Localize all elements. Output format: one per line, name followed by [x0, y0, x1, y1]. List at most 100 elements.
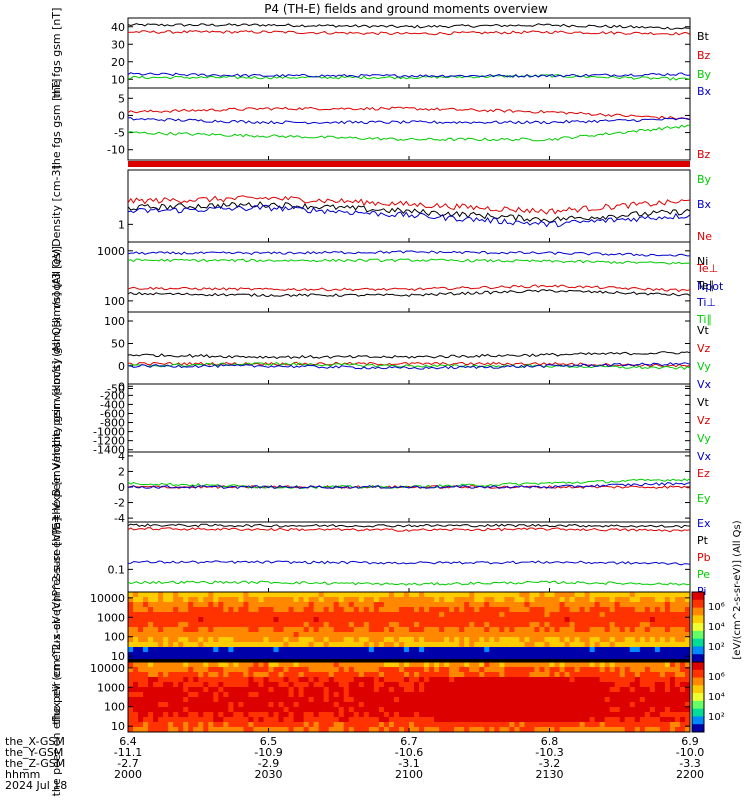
- heatmap-cell: [238, 637, 244, 643]
- heatmap-cell: [268, 677, 275, 683]
- heatmap-cell: [424, 617, 430, 623]
- heatmap-cell: [524, 667, 530, 673]
- heatmap-cell: [419, 597, 425, 603]
- heatmap-cell: [674, 692, 681, 698]
- heatmap-cell: [233, 682, 239, 688]
- heatmap-cell: [439, 622, 445, 628]
- heatmap-cell: [609, 592, 616, 598]
- heatmap-cell: [318, 672, 325, 678]
- heatmap-cell: [188, 712, 194, 718]
- heatmap-cell: [253, 622, 259, 628]
- heatmap-cell: [373, 697, 380, 703]
- heatmap-cell: [484, 702, 490, 708]
- series-line-Pb: [127, 527, 691, 533]
- heatmap-cell: [218, 597, 224, 603]
- heatmap-cell: [268, 592, 275, 598]
- y-tick-label: -1000: [93, 426, 125, 439]
- heatmap-cell: [168, 702, 174, 708]
- heatmap-cell: [604, 722, 611, 728]
- heatmap-cell: [624, 677, 631, 683]
- heatmap-cell: [584, 602, 591, 608]
- heatmap-cell: [393, 687, 400, 693]
- heatmap-cell: [649, 622, 656, 628]
- heatmap-cell: [459, 667, 465, 673]
- heatmap-cell: [148, 597, 154, 603]
- heatmap-cell: [529, 652, 535, 658]
- heatmap-cell: [524, 612, 530, 618]
- heatmap-cell: [313, 687, 320, 693]
- heatmap-cell: [293, 612, 300, 618]
- heatmap-cell: [499, 702, 505, 708]
- heatmap-cell: [584, 592, 591, 598]
- heatmap-cell: [278, 702, 285, 708]
- heatmap-cell: [153, 682, 159, 688]
- heatmap-cell: [313, 622, 320, 628]
- heatmap-cell: [368, 707, 375, 713]
- heatmap-cell: [188, 607, 194, 613]
- heatmap-cell: [198, 627, 204, 633]
- heatmap-cell: [128, 667, 134, 673]
- heatmap-cell: [278, 627, 285, 633]
- heatmap-cell: [669, 712, 676, 718]
- heatmap-cell: [363, 712, 370, 718]
- heatmap-cell: [323, 637, 330, 643]
- heatmap-cell: [444, 672, 450, 678]
- heatmap-cell: [333, 622, 340, 628]
- heatmap-cell: [629, 672, 636, 678]
- heatmap-cell: [233, 632, 239, 638]
- heatmap-cell: [504, 622, 510, 628]
- heatmap-cell: [549, 647, 556, 653]
- heatmap-cell: [649, 667, 656, 673]
- heatmap-cell: [293, 682, 300, 688]
- heatmap-cell: [278, 667, 285, 673]
- heatmap-cell: [599, 682, 606, 688]
- heatmap-cell: [644, 607, 651, 613]
- heatmap-cell: [178, 722, 184, 728]
- heatmap-cell: [659, 632, 666, 638]
- heatmap-cell: [444, 627, 450, 633]
- heatmap-cell: [258, 697, 264, 703]
- heatmap-cell: [479, 712, 485, 718]
- heatmap-cell: [454, 662, 460, 668]
- heatmap-cell: [619, 707, 626, 713]
- heatmap-cell: [594, 642, 601, 648]
- heatmap-cell: [403, 667, 410, 673]
- heatmap-cell: [253, 687, 259, 693]
- heatmap-cell: [544, 647, 550, 653]
- heatmap-cell: [559, 722, 566, 728]
- heatmap-cell: [609, 672, 616, 678]
- heatmap-cell: [343, 687, 350, 693]
- heatmap-cell: [459, 672, 465, 678]
- heatmap-cell: [544, 672, 550, 678]
- heatmap-cell: [514, 592, 520, 598]
- heatmap-cell: [649, 592, 656, 598]
- heatmap-cell: [218, 697, 224, 703]
- heatmap-cell: [158, 687, 164, 693]
- heatmap-cell: [639, 647, 646, 653]
- heatmap-cell: [278, 607, 285, 613]
- heatmap-cell: [393, 667, 400, 673]
- x-axis-value: -10.9: [254, 746, 282, 759]
- heatmap-cell: [378, 707, 385, 713]
- heatmap-cell: [178, 687, 184, 693]
- series-line-Ni: [127, 201, 691, 223]
- heatmap-cell: [198, 602, 204, 608]
- heatmap-cell: [308, 702, 315, 708]
- heatmap-cell: [323, 622, 330, 628]
- heatmap-cell: [163, 647, 169, 653]
- heatmap-cell: [148, 652, 154, 658]
- heatmap-cell: [499, 707, 505, 713]
- heatmap-cell: [484, 607, 490, 613]
- heatmap-cell: [393, 642, 400, 648]
- heatmap-cell: [494, 727, 500, 733]
- heatmap-cell: [649, 647, 656, 653]
- heatmap-cell: [469, 722, 475, 728]
- heatmap-cell: [243, 662, 249, 668]
- heatmap-cell: [509, 652, 515, 658]
- heatmap-cell: [519, 707, 525, 713]
- heatmap-cell: [474, 622, 480, 628]
- heatmap-cell: [198, 692, 204, 698]
- heatmap-cell: [288, 612, 295, 618]
- heatmap-cell: [323, 682, 330, 688]
- heatmap-cell: [288, 702, 295, 708]
